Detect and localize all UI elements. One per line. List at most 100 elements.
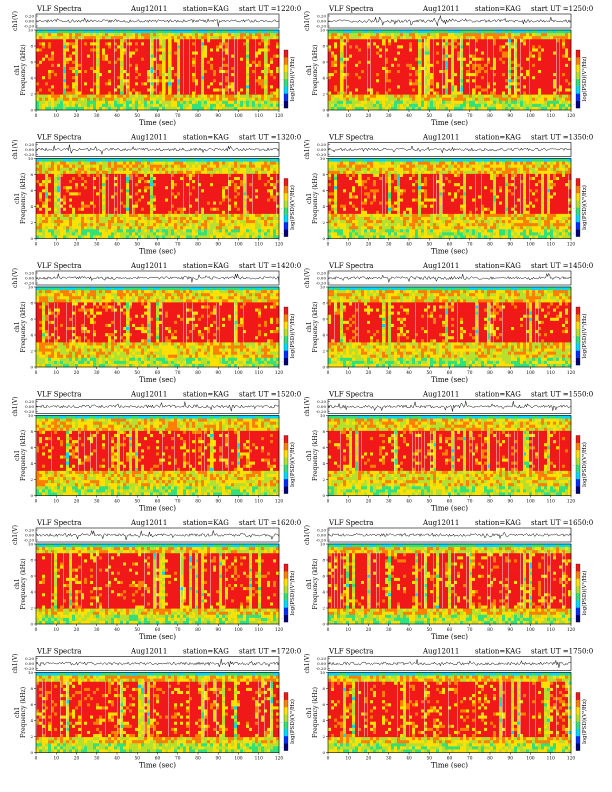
spectrogram-cell xyxy=(69,161,73,165)
spectrogram-cell xyxy=(234,94,238,98)
spectrogram-cell xyxy=(87,106,91,111)
spectrogram-cell xyxy=(406,54,410,58)
spectrogram-cell xyxy=(42,161,46,165)
spectrogram-cell xyxy=(346,70,350,74)
spectrogram-cell xyxy=(388,103,392,108)
spectrogram-cell xyxy=(69,204,73,209)
spectrogram-cell xyxy=(508,36,512,40)
spectrogram-cell xyxy=(111,66,115,71)
spectrogram-cell xyxy=(186,85,190,89)
spectrogram-cell xyxy=(45,226,49,230)
spectrogram-cell xyxy=(499,39,503,43)
spectrogram-cell xyxy=(451,103,455,108)
spectrogram-cell xyxy=(340,106,344,111)
spectrogram-cell xyxy=(550,97,554,102)
spectrogram-cell xyxy=(51,183,55,187)
spectrogram-cell xyxy=(153,66,157,71)
spectrogram-cell xyxy=(493,85,497,89)
spectrogram-cell xyxy=(126,30,130,34)
spectrogram-cell xyxy=(328,63,332,68)
spectrogram-cell xyxy=(337,63,341,68)
spectrogram-cell xyxy=(231,51,235,55)
spectrogram-cell xyxy=(39,204,43,209)
spectrogram-cell xyxy=(499,79,503,83)
spectrogram-cell xyxy=(448,76,452,80)
spectrogram-cell xyxy=(556,94,560,98)
spectrogram-cell xyxy=(207,54,211,58)
spectrogram-cell xyxy=(120,79,124,83)
spectrogram-cell xyxy=(364,94,368,98)
spectrogram-streak xyxy=(114,38,115,94)
spectrogram-cell xyxy=(508,73,512,77)
spectrogram-cell xyxy=(544,48,548,52)
spectrogram-cell xyxy=(439,76,443,80)
spectrogram-cell xyxy=(499,54,503,58)
spectrogram-cell xyxy=(391,76,395,80)
spectrogram-cell xyxy=(48,30,52,34)
spectrogram-cell xyxy=(243,33,247,37)
spectrogram-cell xyxy=(231,97,235,102)
spectrogram-cell xyxy=(538,79,542,83)
spectrogram-cell xyxy=(207,88,211,92)
spectrogram-cell xyxy=(358,85,362,89)
spectrogram-cell xyxy=(258,63,262,68)
spectrogram-cell xyxy=(78,223,82,227)
spectrogram-cell xyxy=(159,88,163,92)
spectrogram-cell xyxy=(415,103,419,108)
spectrogram-cell xyxy=(36,54,40,58)
spectrogram-cell xyxy=(454,85,458,89)
spectrogram-cell xyxy=(258,106,262,111)
spectrogram-cell xyxy=(72,103,76,108)
spectrogram-cell xyxy=(276,76,280,80)
spectrogram-cell xyxy=(96,66,100,71)
spectrogram-cell xyxy=(270,51,274,55)
colorbar-segment xyxy=(284,100,288,109)
spectrogram-cell xyxy=(39,223,43,227)
spectrogram-cell xyxy=(189,70,193,74)
spectrogram-cell xyxy=(147,48,151,52)
spectrogram-cell xyxy=(102,57,106,62)
spectrogram-cell xyxy=(385,63,389,68)
y-tick-label: 10 xyxy=(28,28,34,33)
spectrogram-cell xyxy=(105,66,109,71)
spectrogram-cell xyxy=(394,88,398,92)
spectrogram-cell xyxy=(222,85,226,89)
spectrogram-cell xyxy=(460,97,464,102)
spectrogram-cell xyxy=(201,63,205,68)
spectrogram-cell xyxy=(394,33,398,37)
spectrogram-cell xyxy=(427,42,431,46)
spectrogram-cell xyxy=(201,91,205,95)
spectrogram-cell xyxy=(222,48,226,52)
spectrogram-cell xyxy=(520,85,524,89)
spectrogram-cell xyxy=(264,57,268,62)
spectrogram-cell xyxy=(367,70,371,74)
spectrogram-cell xyxy=(337,97,341,102)
spectrogram-cell xyxy=(132,66,136,71)
spectrogram-cell xyxy=(186,30,190,34)
spectrogram-cell xyxy=(231,100,235,105)
spectrogram-cell xyxy=(90,235,94,239)
spectrogram-cell xyxy=(45,183,49,187)
spectrogram-cell xyxy=(186,54,190,58)
spectrogram-cell xyxy=(180,100,184,105)
spectrogram-cell xyxy=(469,82,473,86)
spectrogram-cell xyxy=(78,158,82,162)
spectrogram-cell xyxy=(367,66,371,71)
spectrogram-cell xyxy=(535,63,539,68)
spectrogram-cell xyxy=(445,106,449,111)
spectrogram-cell xyxy=(234,76,238,80)
spectrogram-cell xyxy=(201,73,205,77)
spectrogram-cell xyxy=(382,51,386,55)
spectrogram-cell xyxy=(328,100,332,105)
spectrogram-cell xyxy=(424,45,428,49)
spectrogram-cell xyxy=(466,91,470,95)
spectrogram-cell xyxy=(433,103,437,108)
spectrogram-cell xyxy=(129,66,133,71)
spectrogram-cell xyxy=(493,42,497,46)
spectrogram-cell xyxy=(150,48,154,52)
spectrogram-cell xyxy=(204,54,208,58)
spectrogram-cell xyxy=(81,161,85,165)
spectrogram-cell xyxy=(66,164,70,169)
spectrogram-cell xyxy=(496,51,500,55)
spectrogram-cell xyxy=(54,73,58,77)
